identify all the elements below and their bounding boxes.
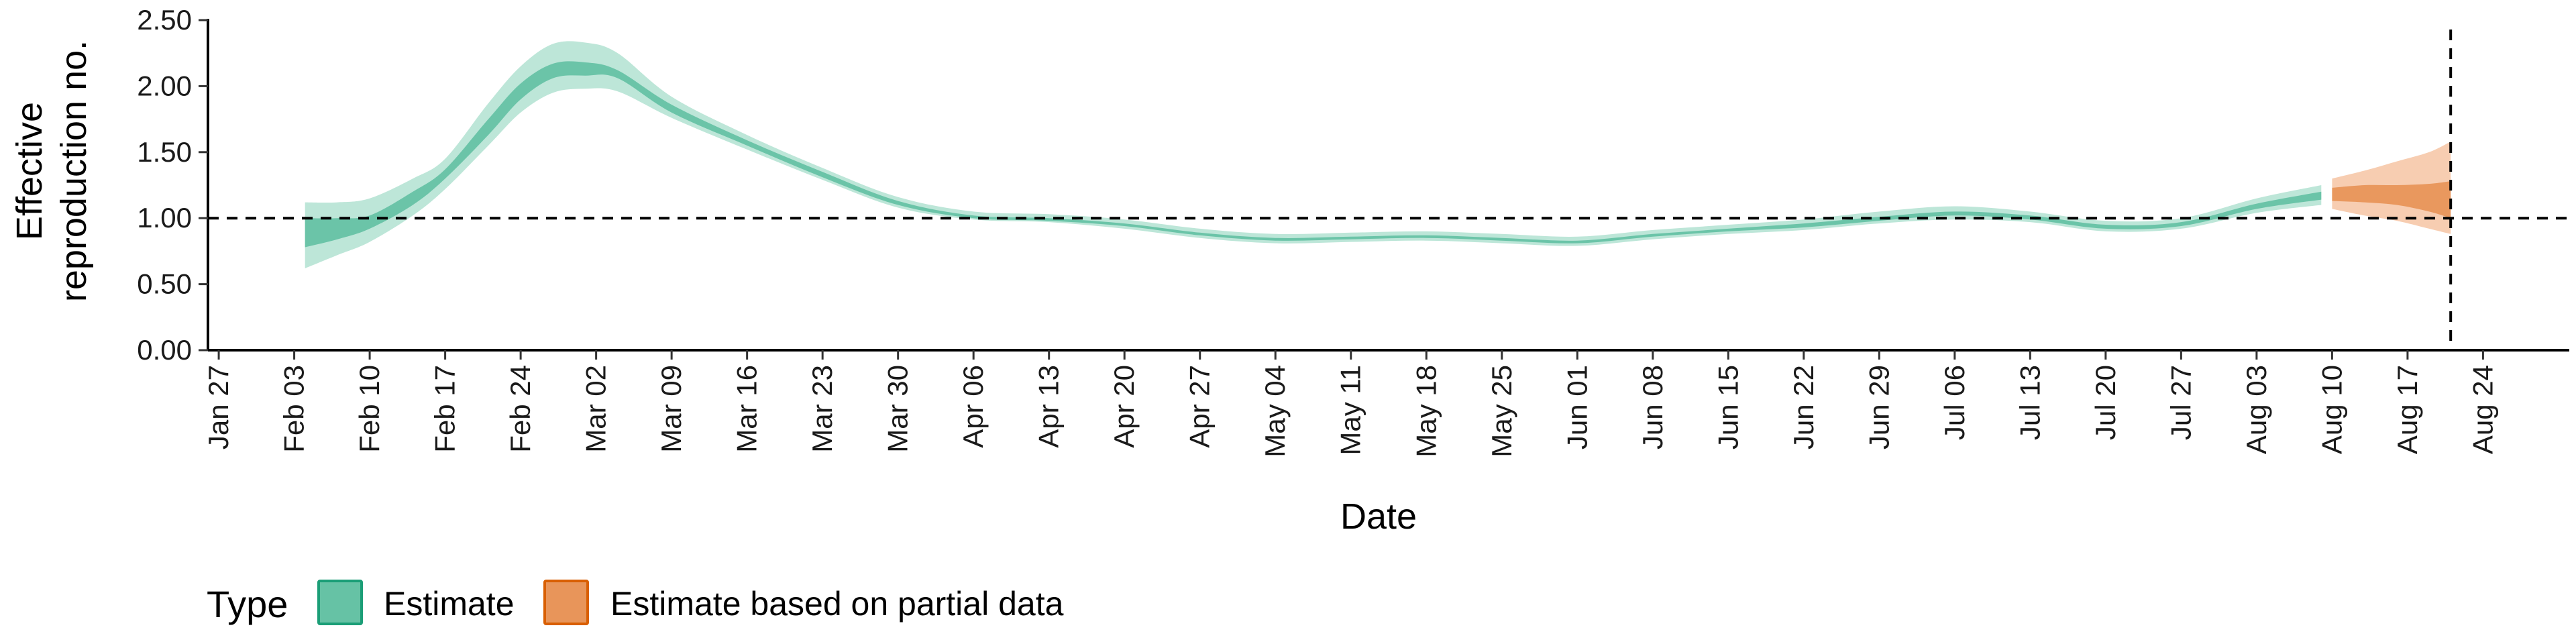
x-tick-label: Feb 24 bbox=[504, 365, 536, 453]
y-tick-label: 0.50 bbox=[137, 268, 192, 300]
x-tick-label: May 25 bbox=[1486, 365, 1517, 458]
x-tick-label: Jun 29 bbox=[1863, 365, 1894, 449]
x-tick-label: Mar 30 bbox=[882, 365, 914, 453]
legend-label-estimate: Estimate bbox=[384, 585, 515, 623]
x-tick-label: Apr 06 bbox=[957, 365, 989, 448]
x-tick-label: Apr 20 bbox=[1108, 365, 1140, 448]
band-50-estimate bbox=[305, 61, 2322, 248]
x-tick-label: Aug 24 bbox=[2467, 365, 2498, 454]
x-tick-label: Aug 03 bbox=[2241, 365, 2272, 454]
axes: 0.00 0.50 1.00 1.50 2.00 2.50 Jan 27 Feb 03 Feb … bbox=[137, 4, 2569, 458]
x-tick-label: Jan 27 bbox=[203, 365, 234, 449]
x-tick-label: Aug 10 bbox=[2316, 365, 2347, 454]
x-tick-label: Jul 27 bbox=[2165, 365, 2196, 440]
x-tick-label: Jun 15 bbox=[1712, 365, 1743, 449]
x-tick-label: Apr 13 bbox=[1033, 365, 1065, 448]
legend: Type Estimate Estimate based on partial … bbox=[207, 580, 1064, 625]
x-tick-label: Jul 20 bbox=[2090, 365, 2121, 440]
y-tick-label: 1.50 bbox=[137, 136, 192, 168]
plot-bands bbox=[305, 41, 2451, 268]
x-tick-label: May 04 bbox=[1259, 365, 1291, 458]
x-tick-label: Mar 16 bbox=[731, 365, 763, 453]
y-tick-label: 1.00 bbox=[137, 202, 192, 233]
x-tick-label: Mar 09 bbox=[655, 365, 687, 453]
band-50-partial-data bbox=[2332, 181, 2451, 219]
x-tick-label: Jul 06 bbox=[1939, 365, 1970, 440]
x-tick-label: Aug 17 bbox=[2392, 365, 2423, 454]
x-tick-label: Apr 27 bbox=[1184, 365, 1216, 448]
legend-label-partial-data: Estimate based on partial data bbox=[610, 585, 1064, 623]
legend-key-partial-data bbox=[543, 580, 589, 625]
x-tick-label: Mar 23 bbox=[806, 365, 838, 453]
x-tick-label: Jun 08 bbox=[1637, 365, 1668, 449]
legend-title: Type bbox=[207, 583, 288, 625]
band-90-estimate bbox=[305, 41, 2322, 268]
y-tick-label: 2.50 bbox=[137, 4, 192, 36]
y-tick-label: 2.00 bbox=[137, 70, 192, 101]
x-tick-label: Jul 13 bbox=[2014, 365, 2045, 440]
x-tick-label: Feb 10 bbox=[354, 365, 385, 453]
x-axis-title: Date bbox=[1340, 496, 1417, 537]
x-tick-label: May 18 bbox=[1410, 365, 1442, 458]
reference-lines bbox=[208, 30, 2569, 350]
x-tick-label: Jun 01 bbox=[1561, 365, 1593, 449]
x-tick-label: May 11 bbox=[1335, 365, 1366, 455]
y-axis-title-line-1: Effective bbox=[9, 102, 50, 240]
x-tick-label: Mar 02 bbox=[580, 365, 612, 453]
legend-key-estimate bbox=[317, 580, 363, 625]
x-tick-label: Feb 17 bbox=[429, 365, 461, 453]
y-tick-label: 0.00 bbox=[137, 334, 192, 366]
y-axis-title-line-2: reproduction no. bbox=[54, 40, 94, 302]
x-tick-label: Feb 03 bbox=[278, 365, 310, 453]
x-tick-label: Jun 22 bbox=[1788, 365, 1819, 449]
